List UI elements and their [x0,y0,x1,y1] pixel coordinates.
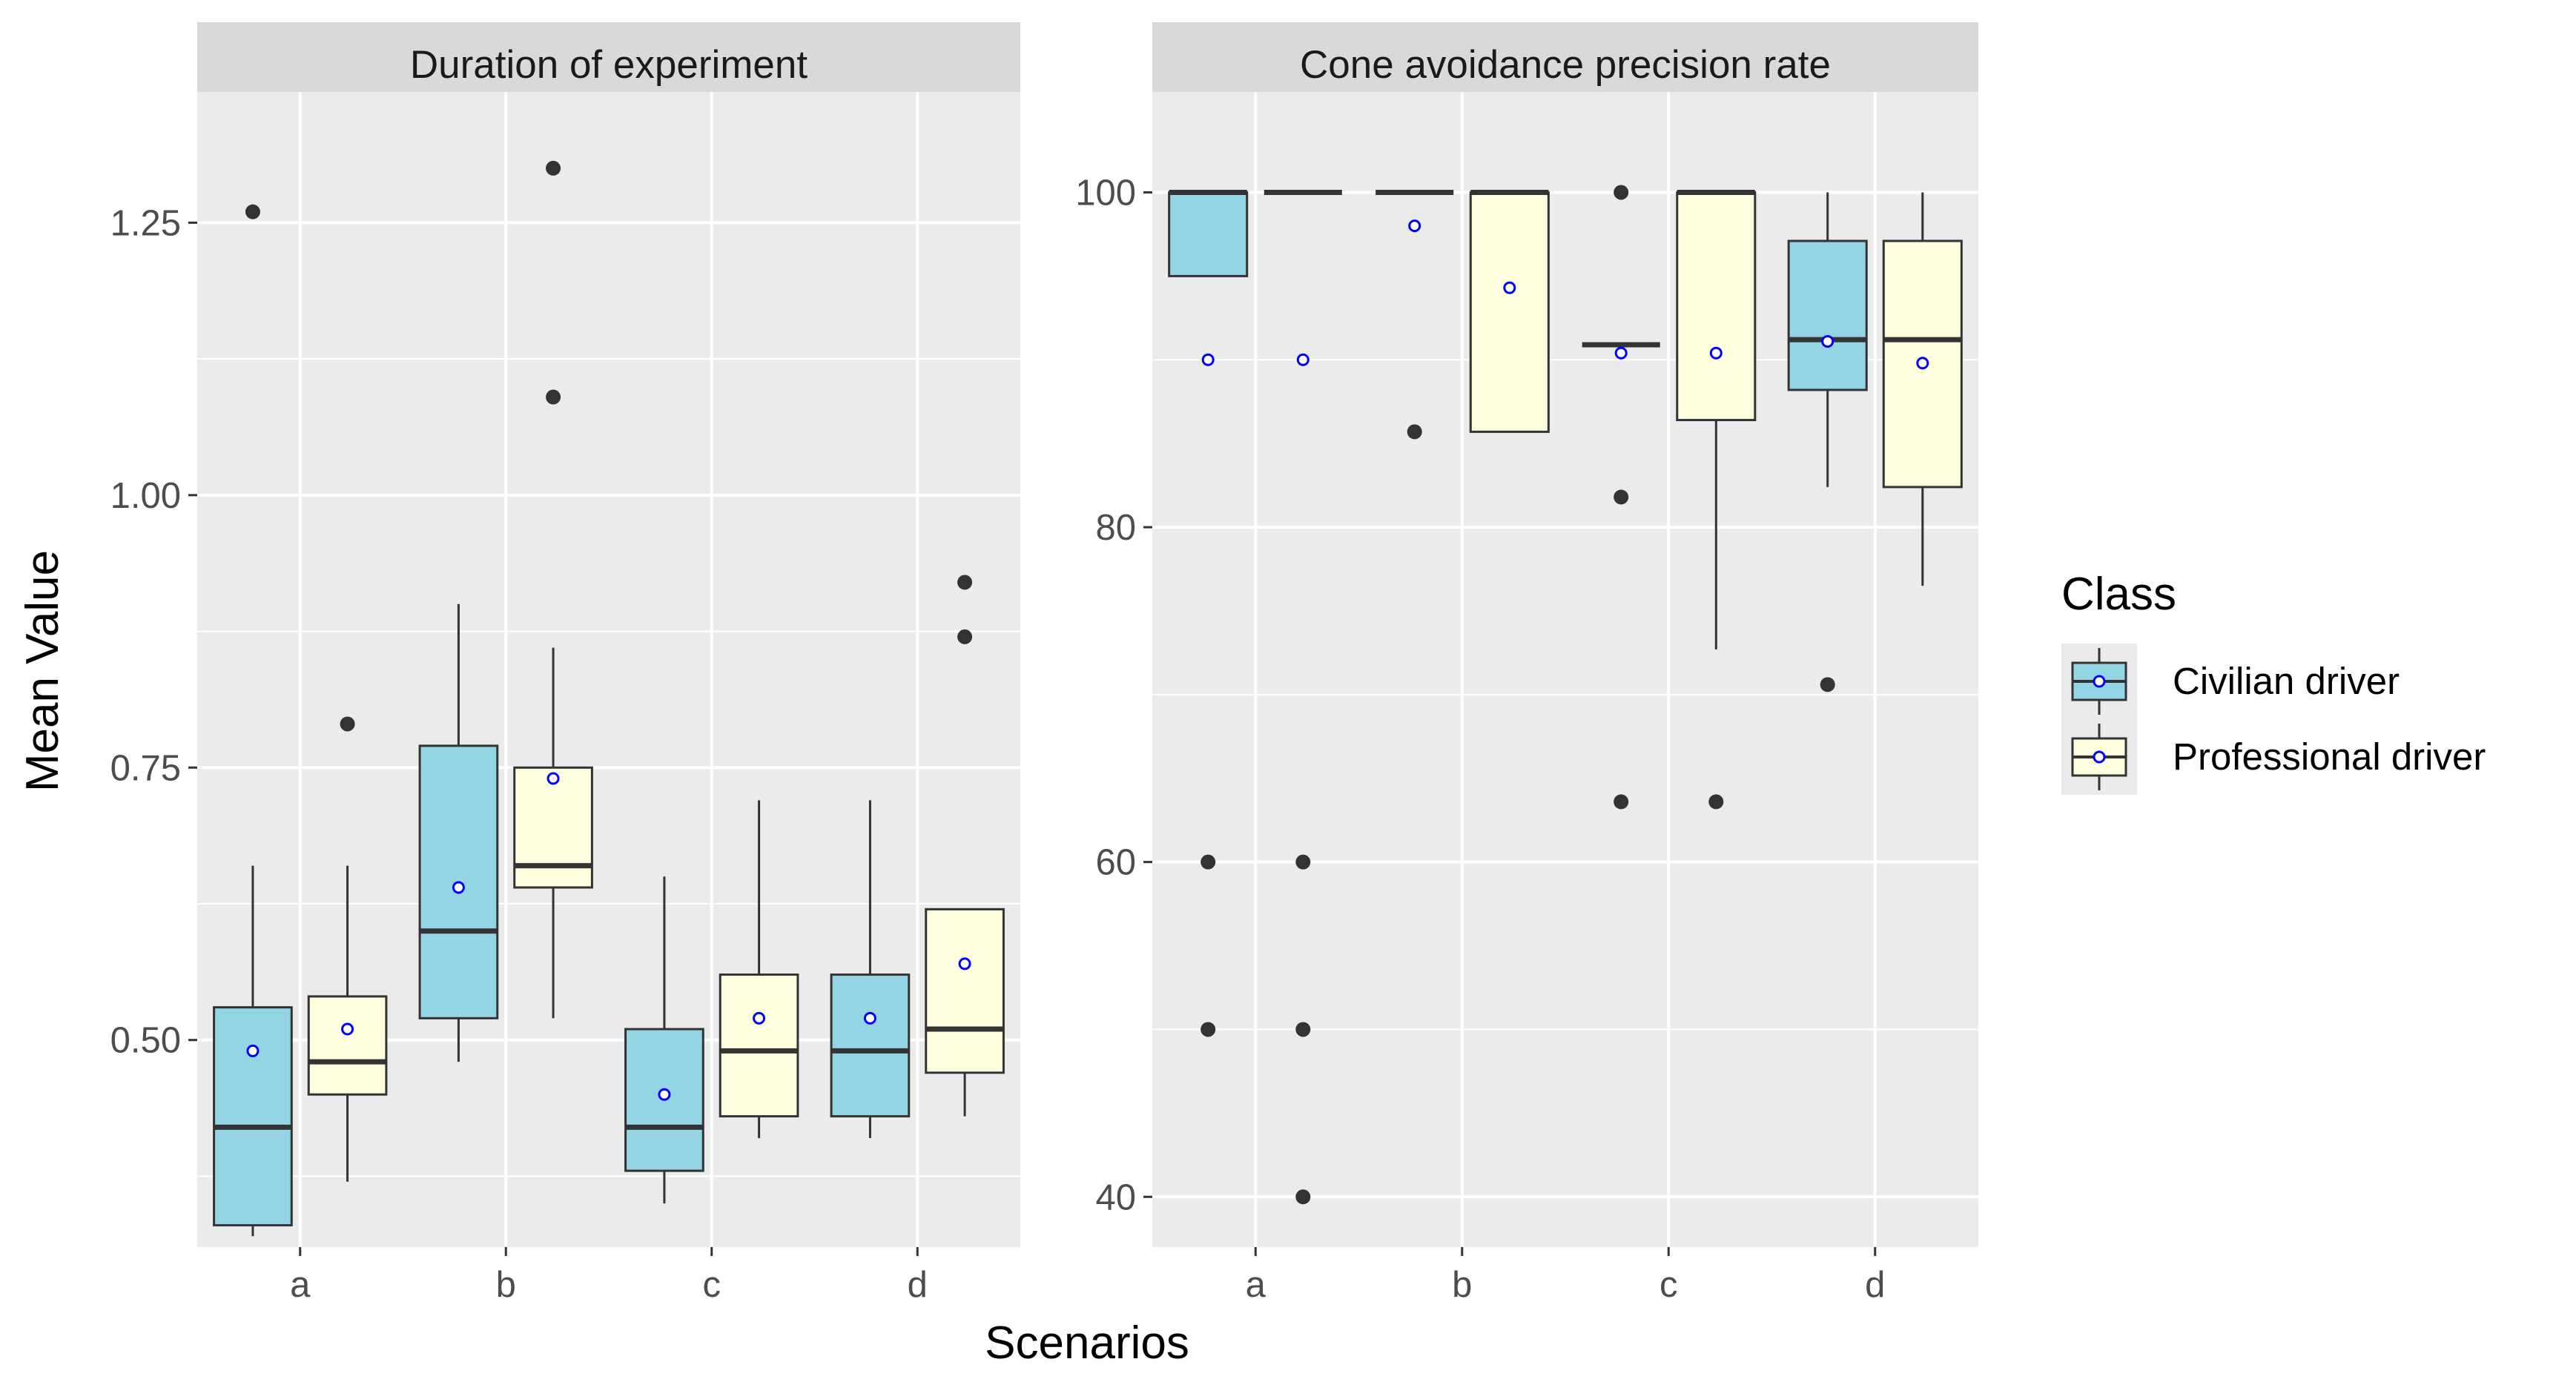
x-tick-label: a [1246,1265,1266,1305]
box-a-civilian [1168,189,1249,1037]
legend-key-mean [2093,750,2106,764]
mean-marker [1296,353,1310,366]
panel-strip [197,22,1020,92]
box-a-professional [307,716,388,1182]
box-b-professional [1469,189,1550,433]
panel-2: Cone avoidance precision rate 40 60 80 100 a b… [1075,22,1978,1305]
panel-title: Duration of experiment [410,43,808,87]
box-body [830,973,911,1118]
outlier-point [1407,424,1422,440]
legend-title: Class [2061,569,2176,620]
box-c-civilian [1582,185,1660,810]
box-body [1168,191,1249,277]
box-a-civilian [213,204,293,1237]
legend-label: Civilian driver [2173,660,2400,702]
outlier-point [1295,1189,1311,1205]
outlier-point [1295,1022,1311,1037]
y-tick-label: 0.75 [110,748,181,788]
box-b-civilian [418,604,499,1062]
panels: Duration of experiment 0.50 0.75 1.00 1.25 a b… [110,22,1978,1305]
mean-marker [863,1011,876,1025]
mean-marker [341,1022,354,1036]
box-body [1676,191,1757,422]
outlier-point [1201,854,1216,870]
y-tick-label: 60 [1095,843,1136,883]
x-tick-label: c [703,1265,721,1305]
legend-label: Professional driver [2173,735,2486,778]
outlier-point [1614,489,1629,505]
box-b-professional [513,160,593,1019]
legend-key-mean [2093,675,2106,688]
box-a-professional [1264,189,1342,1205]
x-tick-label: b [1452,1265,1472,1305]
box-body [307,995,388,1096]
mean-marker [1408,219,1421,233]
box-d-civilian [1787,192,1868,692]
mean-marker [1201,353,1215,366]
mean-marker [1503,281,1516,294]
outlier-point [340,716,355,732]
box-body [513,766,593,889]
legend-key-professional [2061,719,2137,795]
x-axis-title: Scenarios [985,1317,1189,1369]
mean-marker [753,1011,766,1025]
outlier-point [1201,1022,1216,1037]
box-d-civilian [830,800,911,1139]
x-tick-label: a [290,1265,311,1305]
mean-marker [546,772,560,785]
mean-marker [1709,346,1723,360]
box-body [1787,239,1868,391]
mean-marker [958,957,971,971]
box-d-professional [1882,192,1963,586]
legend-key-civilian [2061,644,2137,719]
legend: Class Civilian driver Professional driver [2061,569,2486,795]
panel-strip [1152,22,1978,92]
x-tick-label: d [908,1265,928,1305]
x-tick-label: b [496,1265,516,1305]
outlier-point [546,389,561,405]
y-tick-label: 1.00 [110,476,181,516]
outlier-point [957,575,973,590]
outlier-point [1614,185,1629,200]
box-body [1469,191,1550,433]
panel-title: Cone avoidance precision rate [1300,43,1831,87]
outlier-point [245,204,260,219]
outlier-point [546,160,561,176]
mean-marker [452,881,465,894]
box-body [213,1006,293,1227]
y-tick-label: 0.50 [110,1021,181,1061]
box-c-civilian [624,876,704,1204]
box-b-civilian [1375,189,1454,440]
outlier-point [1820,677,1835,692]
box-body [719,973,799,1118]
mean-marker [246,1044,260,1057]
y-tick-label: 80 [1095,508,1136,548]
box-d-professional [925,575,1005,1117]
box-c-professional [719,800,799,1139]
mean-marker [1614,346,1628,360]
y-tick-label: 100 [1075,173,1136,213]
mean-marker [1821,334,1834,348]
x-tick-label: c [1659,1265,1678,1305]
mean-marker [1916,357,1929,370]
outlier-point [957,629,973,644]
mean-marker [658,1088,671,1101]
box-c-professional [1676,189,1757,810]
outlier-point [1614,794,1629,810]
outlier-point [1295,854,1311,870]
x-tick-label: d [1865,1265,1885,1305]
outlier-point [1708,794,1724,810]
y-tick-label: 1.25 [110,203,181,243]
y-axis-title: Mean Value [17,550,68,792]
y-tick-label: 40 [1095,1177,1136,1217]
box-body [925,907,1005,1074]
panel-1: Duration of experiment 0.50 0.75 1.00 1.25 a b… [110,22,1020,1305]
